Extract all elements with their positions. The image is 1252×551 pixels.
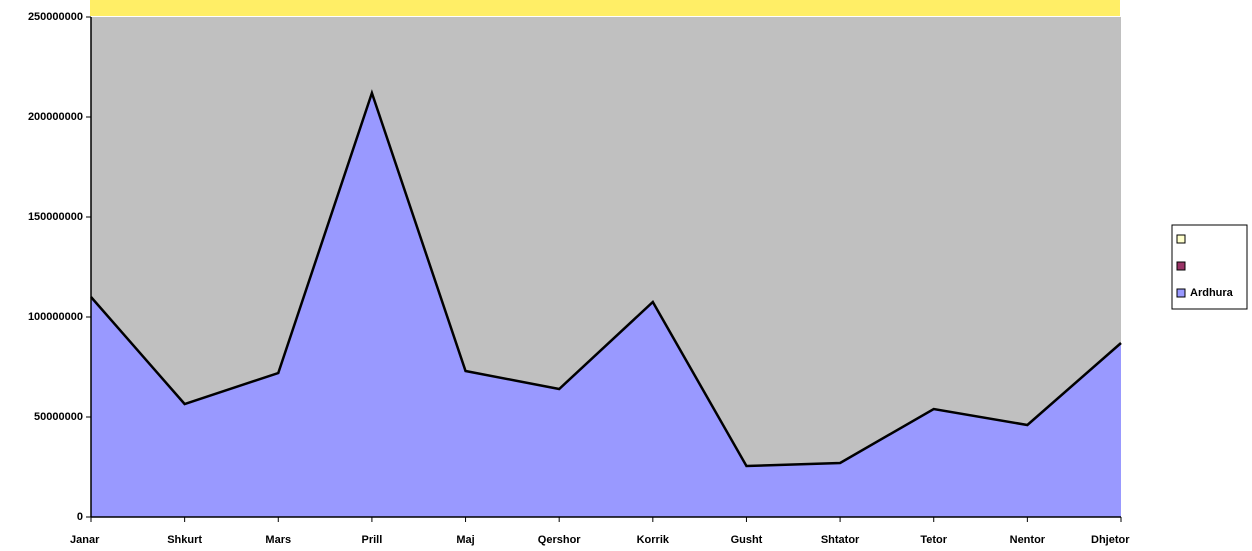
- area-line: [90, 89, 1122, 468]
- legend-swatch: [1176, 288, 1186, 298]
- y-tick-label: 100000000: [28, 311, 83, 323]
- y-tick-label: 250000000: [28, 11, 83, 23]
- legend-label: Ardhura: [1190, 287, 1234, 299]
- y-tick-label: 0: [77, 511, 83, 523]
- x-tick-label: Janar: [70, 534, 100, 546]
- y-tick-label: 200000000: [28, 111, 83, 123]
- x-tick-label: Korrik: [637, 534, 670, 546]
- y-tick-label: 50000000: [34, 411, 83, 423]
- legend-swatch: [1176, 261, 1186, 271]
- x-tick-label: Tetor: [920, 534, 947, 546]
- x-tick-label: Qershor: [538, 534, 582, 546]
- x-tick-label: Mars: [265, 534, 291, 546]
- x-tick-label: Prill: [362, 534, 383, 546]
- legend-swatch: [1176, 234, 1186, 244]
- area: [91, 93, 1121, 517]
- x-tick-label: Shkurt: [167, 534, 202, 546]
- x-tick-label: Shtator: [821, 534, 860, 546]
- y-tick-label: 150000000: [28, 211, 83, 223]
- x-tick-label: Gusht: [731, 534, 763, 546]
- x-tick-label: Maj: [456, 534, 474, 546]
- x-tick-label: Nentor: [1010, 534, 1046, 546]
- title-band: [90, 0, 1120, 16]
- x-tick-label: Dhjetor: [1091, 534, 1130, 546]
